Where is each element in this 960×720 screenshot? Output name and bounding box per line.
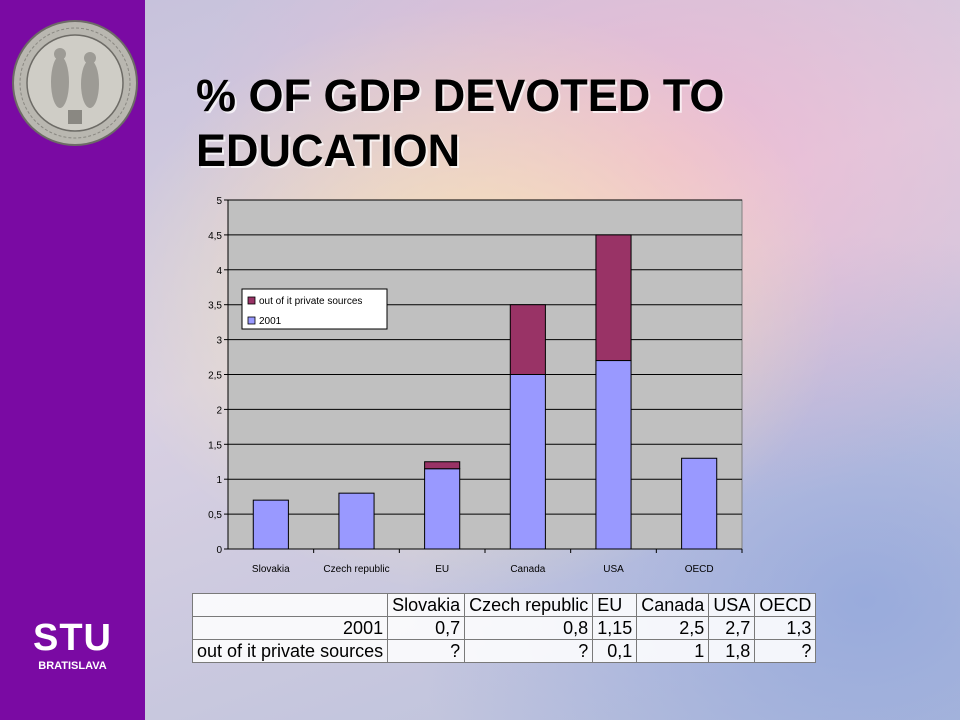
table-cell: EU: [592, 593, 638, 617]
legend-label: 2001: [259, 316, 282, 327]
y-tick-label: 1: [216, 475, 222, 486]
y-tick-label: 3: [216, 336, 222, 347]
x-tick-label: Czech republic: [323, 564, 389, 575]
table-row-header: [191, 593, 389, 617]
table-cell: 2,5: [636, 616, 710, 640]
legend-swatch: [247, 316, 256, 325]
y-tick-label: 5: [216, 196, 222, 207]
y-tick-label: 1,5: [208, 440, 222, 451]
data-table: Slovakia Czech republic EU Canada USA OECD 200…: [191, 593, 817, 663]
bar-canada-series-0: [509, 374, 546, 550]
x-tick-label: OECD: [685, 564, 714, 575]
table-cell: 1,8: [708, 639, 756, 663]
stacked-bar-chart: 0 0,5 1 1,5 2 2,5 3 3,5 4 4,5 5 Slovakia Czech repub…: [208, 196, 743, 575]
y-tick-label: 3,5: [208, 301, 222, 312]
table-cell: USA: [708, 593, 756, 617]
y-tick-label: 2,5: [208, 371, 222, 382]
bar-canada-series-1: [509, 304, 546, 375]
table-cell: 0,1: [592, 639, 638, 663]
table-row: out of it private sources?? 0,1 1 1,8?: [191, 639, 817, 663]
university-seal-icon: [12, 20, 138, 146]
y-tick-label: 0: [216, 545, 222, 556]
table-cell: 1,15: [592, 616, 638, 640]
table-cell: Canada: [636, 593, 710, 617]
chart-legend: [241, 288, 388, 330]
bar-oecd-series-0: [681, 457, 718, 550]
x-tick-label: Slovakia: [252, 564, 290, 575]
table-row-header: 2001: [191, 616, 389, 640]
bar-eu-series-0: [424, 468, 461, 550]
table-cell: 0,8: [464, 616, 594, 640]
sidebar: STU BRATISLAVA: [0, 0, 145, 720]
table-cell: 0,7: [387, 616, 466, 640]
stu-logo-text: STU: [33, 617, 112, 659]
table-cell: Slovakia: [387, 593, 466, 617]
table-row-header: out of it private sources: [191, 639, 389, 663]
stu-logo: STU BRATISLAVA: [0, 618, 145, 672]
table-cell: ?: [387, 639, 466, 663]
table-cell: 1,3: [754, 616, 817, 640]
bar-eu-series-1: [424, 461, 461, 470]
table-row: Slovakia Czech republic EU Canada USA OECD: [191, 593, 817, 617]
slide-title: % OF GDP DEVOTED TO EDUCATION: [196, 70, 725, 176]
y-tick-label: 4: [216, 266, 222, 277]
bar-slovakia-series-0: [252, 499, 289, 550]
stu-logo-subtext: BRATISLAVA: [38, 660, 107, 672]
bar-czech-republic-series-0: [338, 492, 375, 550]
table-cell: 1: [636, 639, 710, 663]
table-cell: OECD: [754, 593, 817, 617]
x-tick-label: USA: [603, 564, 624, 575]
legend-label: out of it private sources: [259, 296, 362, 307]
y-tick-label: 4,5: [208, 231, 222, 242]
legend-swatch: [247, 296, 256, 305]
y-tick-label: 0,5: [208, 510, 222, 521]
table-cell: 2,7: [708, 616, 756, 640]
table-cell: Czech republic: [464, 593, 594, 617]
y-tick-label: 2: [216, 405, 222, 416]
x-tick-label: Canada: [510, 564, 545, 575]
bar-usa-series-1: [595, 234, 632, 362]
bar-usa-series-0: [595, 360, 632, 550]
table-cell: ?: [464, 639, 594, 663]
table-row: 2001 0,7 0,8 1,15 2,5 2,7 1,3: [191, 616, 817, 640]
table-cell: ?: [754, 639, 817, 663]
x-tick-label: EU: [435, 564, 449, 575]
